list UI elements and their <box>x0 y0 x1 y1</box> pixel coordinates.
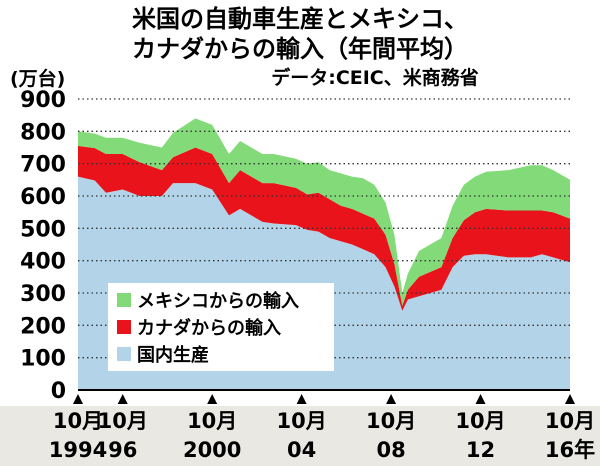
x-tick-year: 96 <box>108 438 137 462</box>
y-tick-label: 400 <box>20 250 66 275</box>
x-tick-month: 10月 <box>187 409 237 433</box>
legend-domestic-swatch <box>117 347 131 361</box>
x-tick-marker <box>565 394 575 404</box>
y-tick-labels: 0 100 200 300 400 500 600 700 800 900 <box>20 88 66 404</box>
x-tick-marker <box>73 394 83 404</box>
y-tick-label: 100 <box>20 347 66 372</box>
x-tick-year: 04 <box>287 438 316 462</box>
x-tick-month: 10月 <box>277 409 327 433</box>
x-tick-marker <box>207 394 218 404</box>
x-tick-year: 2000 <box>183 438 241 462</box>
legend-box <box>108 283 334 371</box>
x-axis-band <box>0 406 600 466</box>
legend-mexico-label: メキシコからの輸入 <box>137 290 299 312</box>
x-tick-year: 08 <box>376 438 405 462</box>
y-axis-unit: (万台) <box>10 68 66 90</box>
x-tick-year: 1994 <box>49 438 107 462</box>
chart-title-line-2: カナダからの輸入（年間平均） <box>132 35 468 63</box>
legend-canada-label: カナダからの輸入 <box>137 317 281 339</box>
legend-mexico-swatch <box>117 293 131 307</box>
x-tick-month: 10月 <box>455 409 505 433</box>
chart-title-line-1: 米国の自動車生産とメキシコ、 <box>132 5 468 33</box>
x-tick-marker <box>475 394 486 404</box>
y-tick-label: 900 <box>20 88 66 113</box>
x-tick-year: 12 <box>466 438 495 462</box>
y-tick-label: 200 <box>20 314 66 339</box>
x-tick-year: 16年 <box>545 438 595 462</box>
y-tick-label: 800 <box>20 120 66 145</box>
x-tick-month: 10月 <box>53 409 103 433</box>
legend-canada-swatch <box>117 320 131 334</box>
x-tick-marker <box>117 394 128 404</box>
y-tick-label: 600 <box>20 185 66 210</box>
chart-source: データ:CEIC、米商務省 <box>271 67 479 89</box>
area-canada-imports <box>78 145 570 311</box>
area-mexico-imports <box>78 118 570 306</box>
legend-domestic-label: 国内生産 <box>137 344 209 366</box>
x-tick-month: 10月 <box>366 409 416 433</box>
x-tick-marker <box>296 394 307 404</box>
y-tick-label: 700 <box>20 153 66 178</box>
y-tick-label: 0 <box>51 379 66 404</box>
y-tick-label: 500 <box>20 217 66 242</box>
x-tick-month: 10月 <box>545 409 595 433</box>
x-tick-month: 10月 <box>98 409 148 433</box>
y-tick-label: 300 <box>20 282 66 307</box>
x-tick-marker <box>386 394 397 404</box>
